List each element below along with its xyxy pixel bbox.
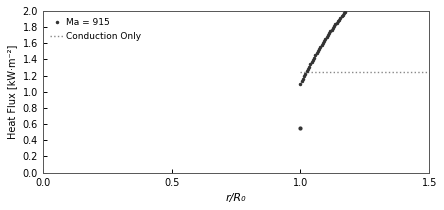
Ma = 915: [329, 28, 334, 31]
Ma = 915: [314, 52, 319, 55]
Ma = 915: [300, 77, 305, 80]
Ma = 915: [341, 12, 347, 15]
Ma = 915: [315, 50, 321, 52]
Ma = 915: [328, 30, 333, 33]
Ma = 915: [338, 17, 343, 19]
Ma = 915: [304, 70, 309, 73]
Ma = 915: [308, 63, 313, 66]
Ma = 915: [305, 68, 311, 70]
Ma = 915: [337, 18, 342, 21]
Ma = 915: [333, 23, 338, 26]
Ma = 915: [298, 83, 303, 85]
Ma = 915: [303, 72, 308, 75]
Ma = 915: [323, 38, 328, 40]
Ma = 915: [339, 15, 344, 18]
Ma = 915: [319, 44, 324, 46]
Ma = 915: [335, 20, 341, 22]
Ma = 915: [312, 56, 317, 59]
Ma = 915: [330, 27, 336, 29]
X-axis label: r/R₀: r/R₀: [226, 193, 246, 203]
Conduction Only: [427, 70, 432, 73]
Line: Ma = 915: Ma = 915: [298, 10, 347, 86]
Ma = 915: [334, 21, 339, 24]
Conduction Only: [298, 70, 303, 73]
Ma = 915: [309, 61, 314, 63]
Ma = 915: [340, 14, 345, 16]
Ma = 915: [299, 80, 305, 83]
Ma = 915: [317, 48, 322, 50]
Ma = 915: [324, 36, 329, 38]
Ma = 915: [325, 34, 330, 36]
Legend: Ma = 915, Conduction Only: Ma = 915, Conduction Only: [47, 16, 144, 43]
Ma = 915: [318, 46, 323, 48]
Y-axis label: Heat Flux [kW·m⁻²]: Heat Flux [kW·m⁻²]: [7, 45, 17, 139]
Ma = 915: [310, 59, 316, 61]
Ma = 915: [343, 11, 348, 13]
Ma = 915: [306, 66, 312, 68]
Ma = 915: [331, 25, 337, 28]
Ma = 915: [313, 54, 318, 57]
Ma = 915: [301, 75, 307, 77]
Ma = 915: [320, 42, 325, 44]
Ma = 915: [321, 40, 327, 42]
Ma = 915: [326, 32, 332, 35]
